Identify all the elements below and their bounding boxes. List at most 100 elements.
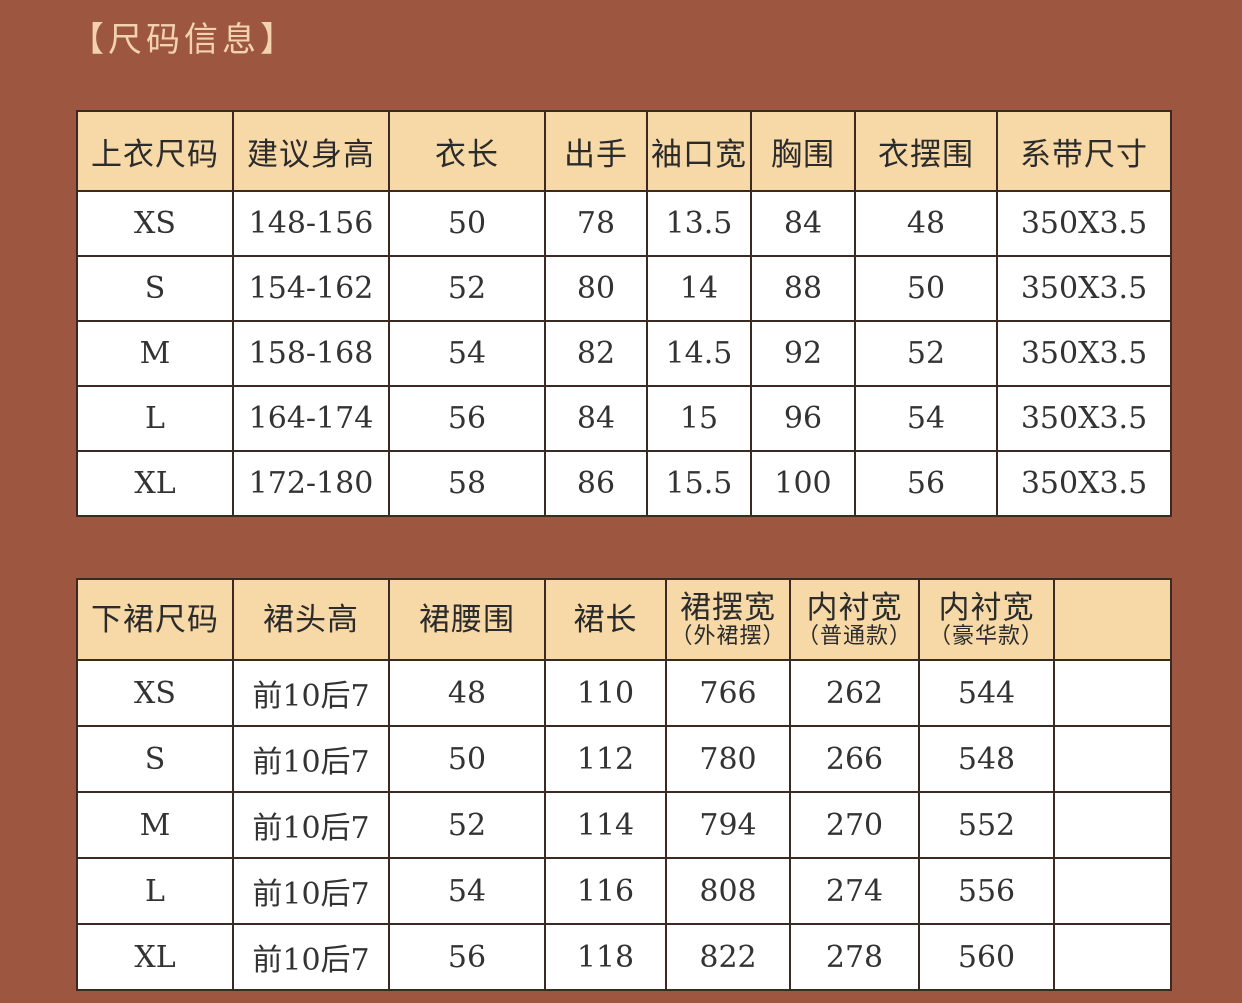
page-title: 【尺码信息】 xyxy=(70,20,298,60)
table-row: S 154-162 52 80 14 88 50 350X3.5 xyxy=(76,255,1172,322)
table-cell: 54 xyxy=(854,385,998,452)
table-cell: L xyxy=(76,385,234,452)
table-cell: 766 xyxy=(665,659,791,727)
table-cell xyxy=(1053,923,1172,991)
table-cell: 86 xyxy=(544,450,648,517)
table-row: M 158-168 54 82 14.5 92 52 350X3.5 xyxy=(76,320,1172,387)
table-cell xyxy=(1053,725,1172,793)
column-header-sub: （外裙摆） xyxy=(670,623,786,649)
table-cell: 前10后7 xyxy=(232,923,390,991)
column-header-main: 下裙尺码 xyxy=(91,601,219,638)
skirt-size-table: 下裙尺码 裙头高 裙腰围 裙长 裙摆宽 （外裙摆） 内衬宽 （普通款） 内衬宽 （豪华款） XS 前… xyxy=(76,578,1172,991)
column-header: 内衬宽 （普通款） xyxy=(789,578,920,661)
table-cell: L xyxy=(76,857,234,925)
table-cell: 270 xyxy=(789,791,920,859)
top-size-table: 上衣尺码 建议身高 衣长 出手 袖口宽 胸围 衣摆围 系带尺寸 XS 148-156 50 78 13… xyxy=(76,110,1172,517)
table-cell xyxy=(1053,659,1172,727)
table-cell: 56 xyxy=(388,923,546,991)
table-row: M 前10后7 52 114 794 270 552 xyxy=(76,791,1172,859)
table-cell: 100 xyxy=(750,450,856,517)
table-cell: 52 xyxy=(854,320,998,387)
table-cell: 278 xyxy=(789,923,920,991)
column-header-sub: （普通款） xyxy=(796,623,912,649)
table-cell: 前10后7 xyxy=(232,725,390,793)
table-cell: 50 xyxy=(854,255,998,322)
table-cell: 52 xyxy=(388,791,546,859)
column-header-main: 内衬宽 xyxy=(806,589,903,626)
table-cell xyxy=(1053,791,1172,859)
table-cell: 80 xyxy=(544,255,648,322)
table-cell: 110 xyxy=(544,659,667,727)
table-cell: S xyxy=(76,725,234,793)
table-row: XL 172-180 58 86 15.5 100 56 350X3.5 xyxy=(76,450,1172,517)
table-cell: 780 xyxy=(665,725,791,793)
table-cell: 548 xyxy=(918,725,1055,793)
table-cell: M xyxy=(76,791,234,859)
table-cell: 58 xyxy=(388,450,546,517)
column-header-sub: （豪华款） xyxy=(928,623,1044,649)
table-cell: 552 xyxy=(918,791,1055,859)
table-cell: XS xyxy=(76,190,234,257)
table-cell: 50 xyxy=(388,725,546,793)
table-cell: 92 xyxy=(750,320,856,387)
table-header-row: 上衣尺码 建议身高 衣长 出手 袖口宽 胸围 衣摆围 系带尺寸 xyxy=(76,110,1172,192)
table-cell: 560 xyxy=(918,923,1055,991)
column-header: 裙头高 xyxy=(232,578,390,661)
table-cell: 88 xyxy=(750,255,856,322)
column-header-main: 裙摆宽 xyxy=(680,589,776,626)
table-cell: 112 xyxy=(544,725,667,793)
table-cell: 154-162 xyxy=(232,255,390,322)
table-cell: 158-168 xyxy=(232,320,390,387)
table-cell: 前10后7 xyxy=(232,791,390,859)
table-cell: 前10后7 xyxy=(232,857,390,925)
column-header: 下裙尺码 xyxy=(76,578,234,661)
column-header: 出手 xyxy=(544,110,648,192)
table-cell: 50 xyxy=(388,190,546,257)
column-header: 裙长 xyxy=(544,578,667,661)
table-cell: 822 xyxy=(665,923,791,991)
table-cell: 78 xyxy=(544,190,648,257)
table-cell: 13.5 xyxy=(646,190,752,257)
table-cell: 114 xyxy=(544,791,667,859)
column-header: 袖口宽 xyxy=(646,110,752,192)
table-cell: 350X3.5 xyxy=(996,385,1172,452)
table-row: L 前10后7 54 116 808 274 556 xyxy=(76,857,1172,925)
table-cell: 96 xyxy=(750,385,856,452)
table-cell: XS xyxy=(76,659,234,727)
column-header: 胸围 xyxy=(750,110,856,192)
table-cell: 266 xyxy=(789,725,920,793)
column-header: 内衬宽 （豪华款） xyxy=(918,578,1055,661)
table-cell: 164-174 xyxy=(232,385,390,452)
table-cell: 前10后7 xyxy=(232,659,390,727)
table-cell: 48 xyxy=(854,190,998,257)
table-header-row: 下裙尺码 裙头高 裙腰围 裙长 裙摆宽 （外裙摆） 内衬宽 （普通款） 内衬宽 （豪华款） xyxy=(76,578,1172,661)
column-header-main: 裙腰围 xyxy=(419,601,515,638)
table-row: XL 前10后7 56 118 822 278 560 xyxy=(76,923,1172,991)
table-cell: 274 xyxy=(789,857,920,925)
column-header: 上衣尺码 xyxy=(76,110,234,192)
table-cell: 808 xyxy=(665,857,791,925)
table-cell: 148-156 xyxy=(232,190,390,257)
column-header xyxy=(1053,578,1172,661)
table-cell: 350X3.5 xyxy=(996,320,1172,387)
table-cell: 56 xyxy=(854,450,998,517)
table-cell: 14.5 xyxy=(646,320,752,387)
table-row: XS 148-156 50 78 13.5 84 48 350X3.5 xyxy=(76,190,1172,257)
table-cell: 82 xyxy=(544,320,648,387)
table-cell: XL xyxy=(76,450,234,517)
column-header: 裙腰围 xyxy=(388,578,546,661)
table-cell: 52 xyxy=(388,255,546,322)
table-row: XS 前10后7 48 110 766 262 544 xyxy=(76,659,1172,727)
column-header-main: 裙长 xyxy=(573,601,638,638)
table-cell: XL xyxy=(76,923,234,991)
column-header: 建议身高 xyxy=(232,110,390,192)
table-cell: 54 xyxy=(388,857,546,925)
table-cell: 116 xyxy=(544,857,667,925)
column-header: 衣摆围 xyxy=(854,110,998,192)
column-header-main: 裙头高 xyxy=(263,601,359,638)
table-cell: 15.5 xyxy=(646,450,752,517)
table-row: S 前10后7 50 112 780 266 548 xyxy=(76,725,1172,793)
table-cell: 84 xyxy=(544,385,648,452)
table-cell: 48 xyxy=(388,659,546,727)
table-cell: 794 xyxy=(665,791,791,859)
